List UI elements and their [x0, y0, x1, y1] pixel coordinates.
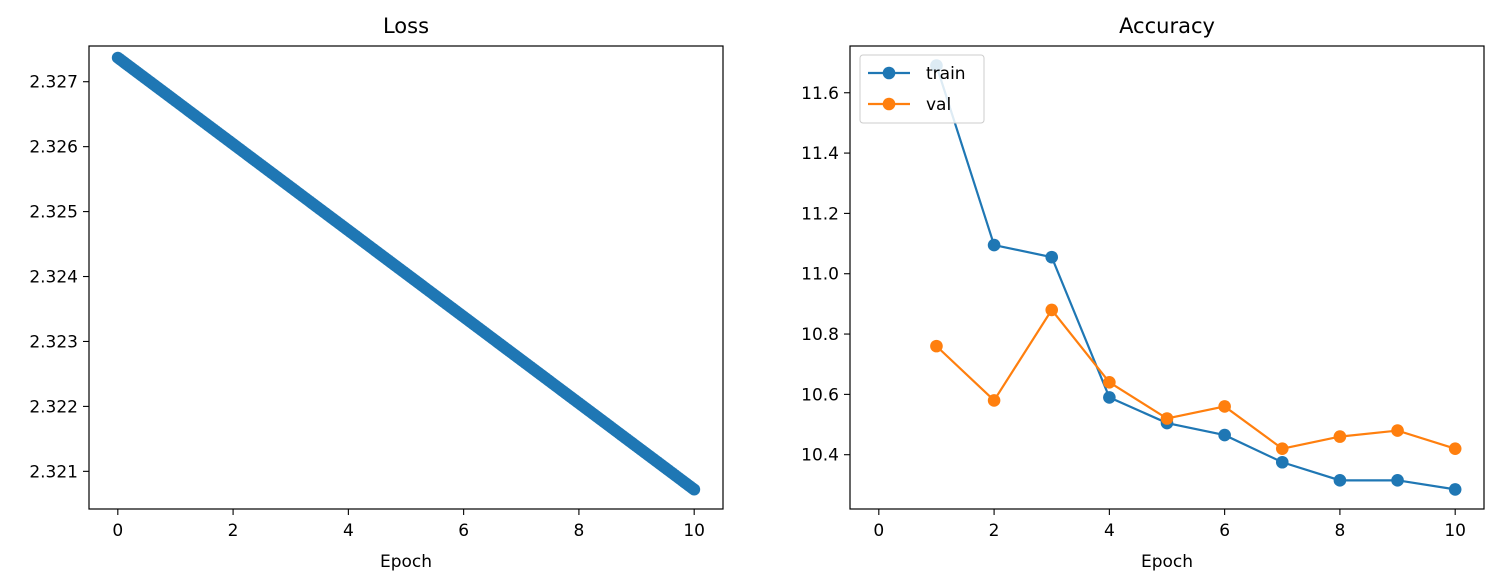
- accuracy-y-tick-label: 10.8: [801, 325, 839, 345]
- loss-x-axis-label: Epoch: [380, 552, 432, 572]
- loss-x-tick-label: 8: [573, 521, 584, 541]
- accuracy-x-tick-label: 10: [1444, 521, 1466, 541]
- accuracy-val-point: [1333, 430, 1347, 443]
- loss-x-axis: 0 2 4 6 8 10: [112, 509, 705, 541]
- loss-x-tick-label: 0: [112, 521, 123, 541]
- accuracy-y-axis: 10.4 10.6 10.8 11.0 11.2 11.4 11.6: [801, 84, 850, 466]
- loss-axes-frame: [88, 45, 724, 510]
- accuracy-y-tick-label: 11.6: [801, 84, 839, 104]
- accuracy-val-point: [987, 394, 1001, 407]
- loss-y-tick-label: 2.325: [29, 203, 78, 223]
- accuracy-train-point: [1333, 474, 1347, 487]
- accuracy-x-tick-label: 6: [1219, 521, 1230, 541]
- accuracy-chart: Accuracy 0 2 4 6 8 10 10.4 10.6 10.8 11.0 11.2 11.…: [801, 14, 1485, 572]
- accuracy-x-tick-label: 2: [989, 521, 1000, 541]
- accuracy-x-tick-label: 8: [1334, 521, 1345, 541]
- accuracy-axes-frame: [849, 45, 1485, 510]
- accuracy-val-point: [1103, 376, 1116, 389]
- accuracy-x-tick-label: 0: [873, 521, 884, 541]
- accuracy-val-point: [1160, 412, 1174, 425]
- accuracy-val-point: [1218, 400, 1231, 413]
- accuracy-train-point: [1218, 428, 1231, 442]
- accuracy-val-point: [1275, 442, 1289, 455]
- loss-y-tick-label: 2.327: [29, 73, 78, 93]
- accuracy-val-line: [935, 308, 1456, 450]
- accuracy-y-tick-label: 10.4: [801, 446, 839, 466]
- accuracy-train-point: [1275, 455, 1289, 469]
- loss-plot-area: [111, 51, 701, 496]
- accuracy-y-tick-label: 11.2: [801, 204, 839, 224]
- accuracy-plot-area: [930, 59, 1462, 496]
- accuracy-val-point: [1391, 424, 1404, 437]
- loss-x-tick-label: 6: [458, 521, 469, 541]
- accuracy-train-point: [1045, 250, 1059, 264]
- legend-val-label: val: [926, 95, 951, 115]
- accuracy-chart-title: Accuracy: [1119, 14, 1215, 38]
- accuracy-legend: train val: [859, 54, 985, 124]
- loss-y-axis: 2.321 2.322 2.323 2.324 2.325 2.326 2.327: [29, 73, 89, 482]
- accuracy-x-tick-label: 4: [1104, 521, 1115, 541]
- legend-train-label: train: [926, 64, 966, 84]
- accuracy-train-line: [935, 65, 1456, 491]
- loss-y-tick-label: 2.326: [29, 138, 78, 158]
- accuracy-val-point: [930, 339, 943, 353]
- loss-y-tick-label: 2.324: [29, 268, 78, 288]
- loss-x-tick-label: 4: [343, 521, 354, 541]
- accuracy-train-point: [1448, 483, 1462, 496]
- accuracy-train-point: [1103, 391, 1116, 404]
- legend-train-marker: [882, 66, 896, 80]
- loss-chart: Loss 0 2 4 6 8 10 2.3212.3222.3232.3242.3252.…: [29, 14, 724, 572]
- accuracy-y-tick-label: 11.0: [801, 265, 839, 285]
- loss-x-tick-label: 10: [683, 521, 705, 541]
- legend-val-marker: [882, 97, 896, 111]
- accuracy-train-point: [1391, 474, 1404, 487]
- loss-chart-title: Loss: [383, 14, 429, 38]
- accuracy-y-tick-label: 10.6: [801, 385, 839, 405]
- loss-point: [688, 483, 701, 496]
- loss-y-tick-label: 2.323: [29, 332, 78, 352]
- loss-y-tick-label: 2.322: [29, 397, 78, 417]
- loss-x-tick-label: 2: [228, 521, 239, 541]
- accuracy-val-point: [1045, 303, 1059, 317]
- accuracy-x-axis-label: Epoch: [1141, 552, 1193, 572]
- accuracy-val-point: [1448, 442, 1462, 455]
- accuracy-x-axis: 0 2 4 6 8 10: [873, 509, 1466, 541]
- loss-y-tick-label: 2.321: [29, 462, 78, 482]
- accuracy-train-point: [987, 238, 1001, 252]
- accuracy-y-tick-label: 11.4: [801, 144, 839, 164]
